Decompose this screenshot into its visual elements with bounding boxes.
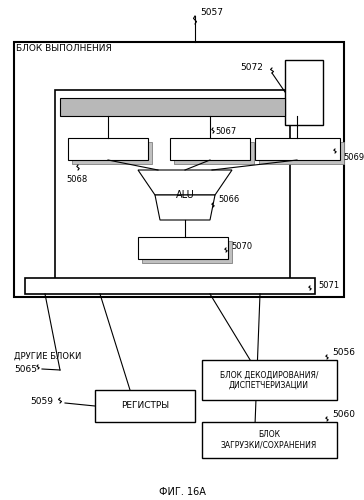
Text: БЛОК ВЫПОЛНЕНИЯ: БЛОК ВЫПОЛНЕНИЯ (16, 44, 112, 53)
Bar (14, 42, 344, 297)
Bar (95, 390, 195, 422)
Text: 5060: 5060 (332, 410, 355, 419)
Bar (174, 142, 254, 164)
Text: ALU: ALU (175, 190, 194, 200)
Text: 5071: 5071 (318, 282, 339, 290)
Text: 5070: 5070 (231, 242, 252, 251)
Bar (55, 90, 290, 285)
Text: 5069: 5069 (343, 152, 364, 162)
Text: БЛОК ДЕКОДИРОВАНИЯ/
ДИСПЕТЧЕРИЗАЦИИ: БЛОК ДЕКОДИРОВАНИЯ/ ДИСПЕТЧЕРИЗАЦИИ (220, 370, 318, 390)
Text: ДРУГИЕ БЛОКИ: ДРУГИЕ БЛОКИ (14, 352, 82, 361)
Text: 5067: 5067 (215, 127, 236, 136)
Bar (170, 138, 250, 160)
Text: ФИГ. 16А: ФИГ. 16А (159, 487, 205, 497)
Bar (68, 138, 148, 160)
Text: 5057: 5057 (200, 8, 223, 17)
Bar (142, 241, 232, 263)
Text: 5056: 5056 (332, 348, 355, 357)
Text: 5059: 5059 (30, 398, 53, 406)
Bar (202, 360, 337, 400)
Bar (138, 237, 228, 259)
Bar (60, 98, 285, 116)
Text: 5065: 5065 (14, 365, 37, 374)
Bar (72, 142, 152, 164)
Bar (259, 142, 344, 164)
Text: РЕГИСТРЫ: РЕГИСТРЫ (121, 402, 169, 410)
Polygon shape (138, 170, 232, 195)
Text: 5068: 5068 (66, 175, 87, 184)
Bar (25, 278, 315, 294)
Bar (285, 60, 323, 125)
Text: 5066: 5066 (218, 196, 239, 204)
Polygon shape (155, 195, 215, 220)
Bar (202, 422, 337, 458)
Text: 5072: 5072 (240, 63, 263, 72)
Text: БЛОК
ЗАГРУЗКИ/СОХРАНЕНИЯ: БЛОК ЗАГРУЗКИ/СОХРАНЕНИЯ (221, 430, 317, 450)
Bar (255, 138, 340, 160)
